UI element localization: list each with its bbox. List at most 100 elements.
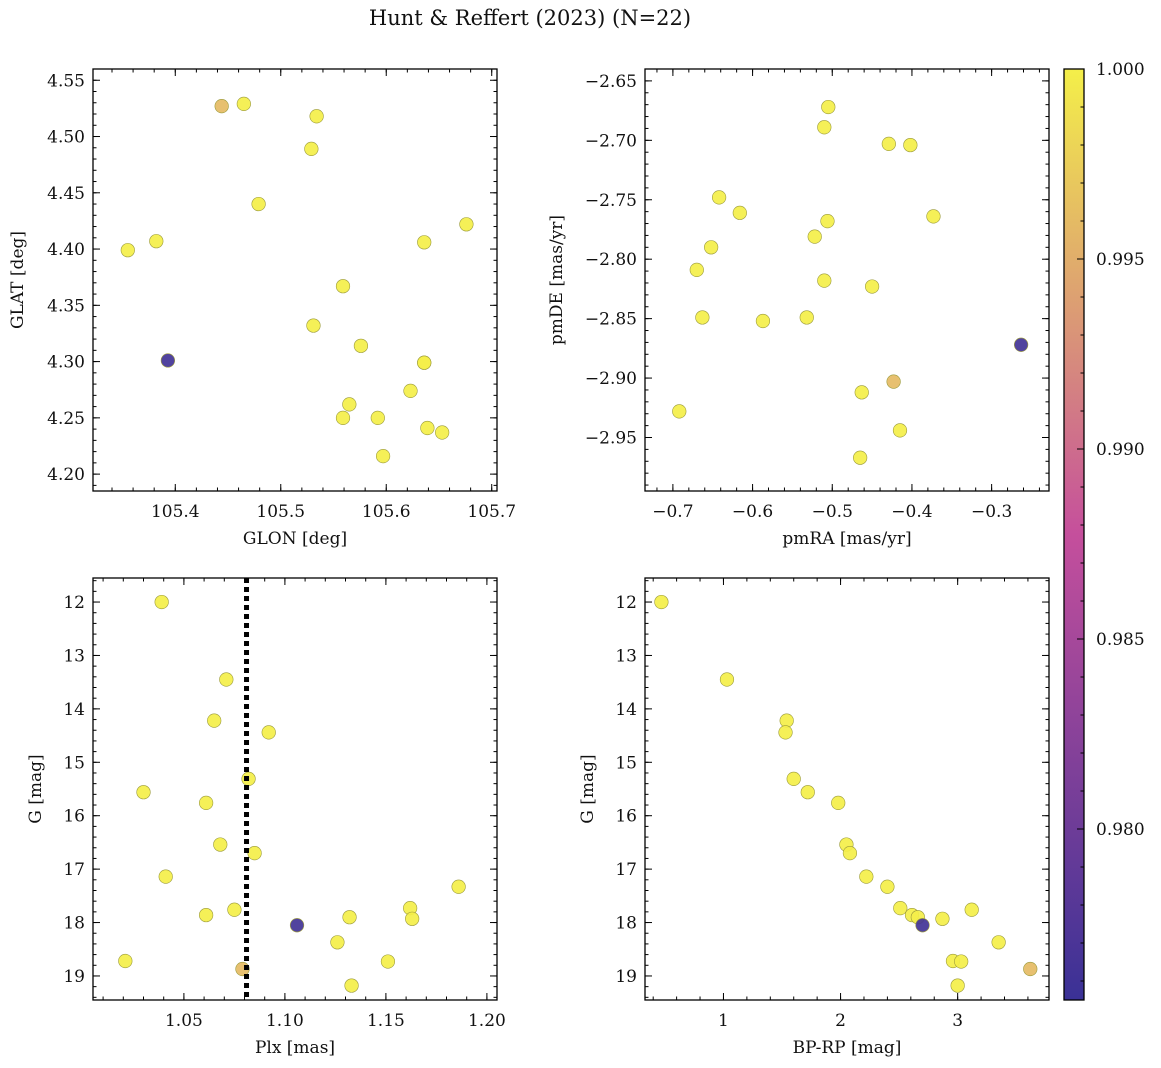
x-tick-label: 105.7: [467, 502, 516, 522]
data-point: [405, 911, 420, 926]
x-tick-label: −0.7: [652, 502, 693, 522]
y-tick-label: −2.75: [585, 191, 637, 211]
x-tick-label: 1.05: [165, 1011, 203, 1031]
y-tick-label: 4.30: [47, 353, 85, 373]
data-point: [158, 869, 173, 884]
y-tick-label: 13: [63, 646, 85, 666]
data-point: [991, 935, 1006, 950]
data-point: [903, 137, 918, 153]
x-tick-label: 105.5: [256, 502, 305, 522]
x-tick-label: −0.5: [812, 502, 853, 522]
data-point: [1014, 337, 1029, 352]
y-tick-label: 18: [615, 914, 637, 934]
axes-frame: [92, 68, 498, 492]
data-point: [309, 109, 324, 124]
panel-plx: 1.05 1.10 1.15 1.20 12 13 14 15 16 17 18 19 Plx [mas…: [26, 577, 506, 1058]
data-point: [755, 313, 771, 329]
axes-frame: [644, 577, 1050, 1001]
data-point: [935, 911, 950, 926]
data-point: [330, 935, 345, 950]
data-point: [353, 338, 369, 353]
data-point: [118, 953, 133, 969]
data-point: [420, 420, 435, 436]
data-point: [859, 869, 874, 884]
data-point: [853, 450, 868, 465]
data-point: [954, 954, 969, 969]
y-tick-label: −2.65: [585, 72, 637, 92]
data-point: [236, 96, 251, 111]
y-tick-label: 16: [615, 807, 637, 827]
data-point: [304, 141, 319, 156]
data-point: [306, 318, 321, 333]
data-point: [214, 99, 229, 114]
x-tick-label: −0.4: [891, 502, 932, 522]
data-point: [227, 902, 242, 917]
data-point: [1023, 961, 1038, 977]
data-point: [380, 954, 396, 969]
data-point: [817, 273, 832, 288]
y-tick-label: 12: [63, 593, 85, 613]
axes-frame: [644, 68, 1050, 492]
data-point: [199, 907, 214, 923]
y-axis-label: pmDE [mas/yr]: [547, 215, 567, 345]
y-tick-label: 4.55: [47, 71, 85, 91]
data-point: [799, 310, 814, 325]
y-tick-label: 17: [63, 860, 85, 880]
data-point: [247, 846, 262, 861]
x-axis-label: BP-RP [mag]: [793, 1038, 902, 1058]
y-tick-label: 12: [615, 593, 637, 613]
data-point: [886, 374, 901, 389]
panel-sky: 105.4 105.5 105.6 105.7 4.20 4.25 4.30 4.35 4.40…: [8, 68, 516, 549]
y-tick-label: −2.80: [585, 250, 637, 270]
data-point: [375, 449, 391, 464]
colorbar: 0.980 0.985 0.990 0.995 1.000: [1063, 60, 1145, 1001]
figure-title: Hunt & Reffert (2023) (N=22): [368, 6, 692, 30]
data-point: [207, 713, 222, 728]
x-tick-label: 1.20: [468, 1011, 506, 1031]
data-point: [817, 120, 832, 135]
x-axis-label: Plx [mas]: [255, 1038, 335, 1058]
data-point: [342, 910, 357, 925]
data-point: [880, 879, 895, 894]
data-point: [842, 846, 858, 861]
y-tick-label: −2.95: [585, 429, 637, 449]
data-point: [821, 99, 836, 115]
y-tick-label: 4.50: [47, 128, 85, 148]
y-tick-label: 18: [63, 914, 85, 934]
data-point: [689, 262, 704, 277]
x-tick-label: 2: [835, 1011, 846, 1031]
data-point: [831, 795, 846, 810]
data-point: [451, 879, 466, 894]
data-point: [335, 410, 351, 425]
data-point: [695, 310, 710, 325]
y-tick-label: 19: [63, 967, 85, 987]
colorbar-tick-label: 0.990: [1096, 440, 1145, 460]
data-point: [712, 190, 727, 205]
y-tick-label: −2.70: [585, 131, 637, 151]
x-tick-label: 105.6: [362, 502, 411, 522]
data-point: [964, 902, 979, 917]
y-tick-label: 4.35: [47, 296, 85, 316]
y-tick-label: 4.40: [47, 240, 85, 260]
y-axis-label: GLAT [deg]: [8, 231, 28, 329]
data-point: [219, 672, 234, 687]
data-point: [732, 205, 747, 220]
data-point: [136, 785, 151, 800]
x-axis-label: pmRA [mas/yr]: [782, 529, 911, 549]
y-tick-label: −2.85: [585, 310, 637, 330]
data-point: [654, 594, 669, 610]
data-point: [342, 397, 357, 412]
data-point: [881, 136, 896, 151]
data-point: [335, 279, 351, 294]
data-point: [719, 672, 735, 687]
colorbar-gradient: [1064, 69, 1084, 1000]
y-tick-label: 13: [615, 646, 637, 666]
panel-pm: −0.7 −0.6 −0.5 −0.4 −0.3 −2.95 −2.90 −2.85 −2.80…: [547, 68, 1050, 549]
x-tick-label: 1.15: [367, 1011, 405, 1031]
data-point: [892, 423, 908, 438]
x-tick-label: −0.6: [732, 502, 773, 522]
data-point: [865, 279, 880, 294]
data-point: [893, 901, 908, 916]
colorbar-tick-label: 1.000: [1096, 60, 1145, 80]
y-tick-label: 4.20: [47, 465, 85, 485]
